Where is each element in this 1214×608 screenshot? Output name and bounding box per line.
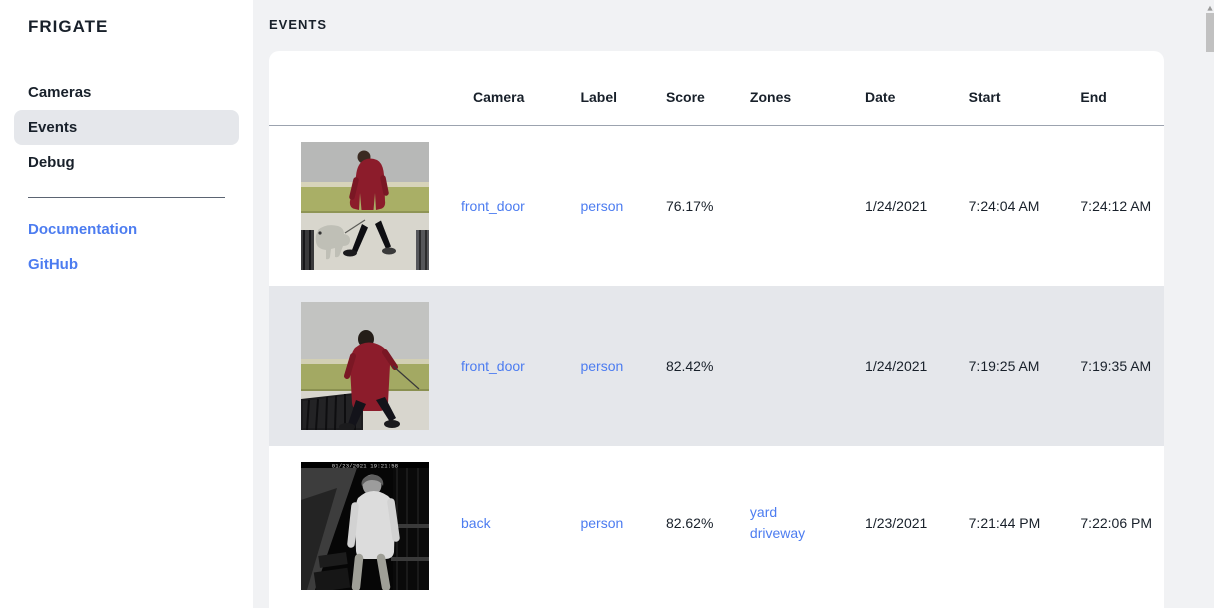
svg-text:01/23/2021 19:21:58: 01/23/2021 19:21:58 (332, 462, 399, 469)
